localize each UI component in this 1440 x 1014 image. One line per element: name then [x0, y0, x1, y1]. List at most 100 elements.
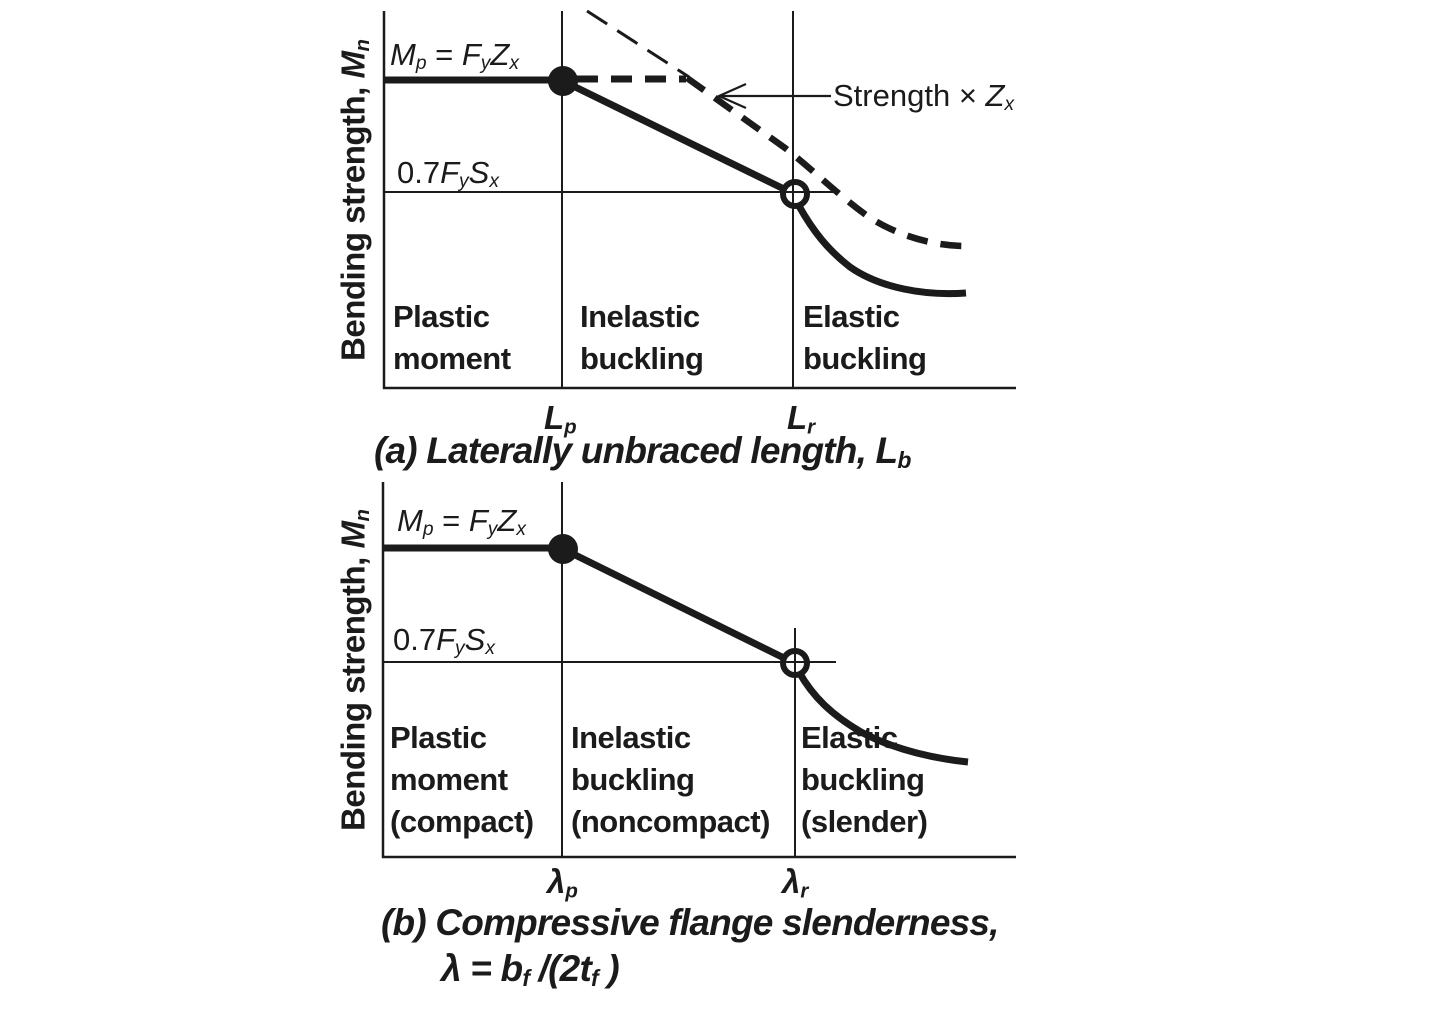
text-part: Bending strength, — [334, 548, 372, 832]
region-line: buckling — [571, 762, 695, 797]
text-part: n — [351, 39, 375, 52]
text-part: x — [485, 638, 495, 660]
text-part: f — [591, 965, 599, 992]
text-part: p — [415, 53, 427, 75]
region-line: moment — [390, 762, 508, 797]
b-y-axis-label-text: Bending strength, Mn — [335, 510, 376, 831]
text-part: x — [489, 171, 499, 193]
region-line: Inelastic — [571, 720, 691, 755]
text-part: p — [565, 879, 578, 903]
b-caption-line2: λ = bf /(2tf ) — [441, 948, 620, 992]
text-part: Strength — [833, 78, 959, 113]
text-part: f — [522, 965, 530, 992]
a-lr-point-marker — [780, 179, 810, 209]
a-x-tick-lp: Lp — [544, 399, 577, 439]
text-part: S — [468, 155, 490, 190]
text-part: p — [422, 519, 434, 541]
a-07fysx-formula-label: 0.7FySx — [397, 155, 499, 193]
text-part: y — [459, 171, 469, 193]
region-line: buckling — [580, 341, 704, 376]
a-caption: (a) Laterally unbraced length, Lb — [374, 430, 911, 474]
region-line: Inelastic — [580, 299, 700, 334]
a-dashed-strength-curve — [685, 75, 972, 250]
region-line: buckling — [803, 341, 927, 376]
b-x-tick-lambda-p: λp — [547, 863, 578, 903]
text-part: y — [487, 519, 498, 541]
a-solid-inelastic-segment — [561, 77, 786, 193]
text-part: 0.7 — [397, 155, 441, 190]
region-line: Plastic — [393, 299, 490, 334]
text-part: n — [351, 509, 375, 522]
text-part: p — [564, 415, 577, 439]
text-part: r — [807, 415, 816, 439]
region-line: moment — [393, 341, 511, 376]
text-part: y — [480, 53, 491, 75]
text-part: M — [334, 51, 372, 79]
text-part: Z — [985, 78, 1005, 113]
b-region-inelastic-buckling-noncompact: Inelastic buckling (noncompact) — [571, 717, 770, 843]
text-part: x — [509, 53, 519, 75]
a-region-elastic-buckling: Elastic buckling — [803, 296, 927, 380]
text-part: L — [875, 430, 899, 471]
a-y-axis-label-text: Bending strength, Mn — [335, 39, 376, 360]
text-part: = — [426, 37, 462, 72]
text-part: x — [1004, 94, 1015, 116]
text-part: F — [440, 155, 460, 190]
a-solid-elastic-curve — [795, 204, 967, 298]
text-part: (a) Laterally unbraced length, — [374, 430, 876, 471]
text-part: 0.7 — [393, 622, 437, 657]
text-part: S — [464, 622, 486, 657]
region-line: (slender) — [801, 804, 928, 839]
text-part: λ — [782, 863, 801, 900]
a-x-tick-lr: Lr — [787, 399, 816, 439]
text-part: = — [433, 503, 469, 538]
a-lp-point-marker — [548, 66, 578, 96]
text-part: Z — [490, 37, 510, 72]
region-line: Plastic — [390, 720, 487, 755]
region-line: (noncompact) — [571, 804, 770, 839]
text-part: t — [579, 948, 591, 989]
a-y-axis-label: Bending strength, Mn — [333, 11, 377, 389]
a-mp-formula-label: Mp = FyZx — [390, 37, 519, 75]
a-region-plastic-moment: Plastic moment — [393, 296, 511, 380]
text-part: F — [436, 622, 456, 657]
b-07fysx-formula-label: 0.7FySx — [393, 622, 495, 660]
b-y-axis-label: Bending strength, Mn — [333, 483, 377, 858]
text-part: x — [516, 519, 526, 541]
b-lambda-r-point-marker — [780, 648, 810, 678]
text-part: /(2 — [529, 948, 581, 989]
a-strength-zx-annotation: Strength × Zx — [833, 78, 1015, 116]
b-caption-line1: (b) Compressive flange slenderness, — [381, 902, 999, 943]
text-part: Z — [497, 503, 517, 538]
region-line: buckling — [801, 762, 925, 797]
region-line: Elastic — [803, 299, 900, 334]
text-part: M — [397, 503, 423, 538]
text-part: F — [468, 503, 488, 538]
text-part: M — [334, 521, 372, 549]
a-region-inelastic-buckling: Inelastic buckling — [580, 296, 704, 380]
region-line: (compact) — [390, 804, 534, 839]
b-solid-inelastic-segment — [561, 545, 786, 662]
text-part: y — [455, 638, 465, 660]
text-part: Bending strength, — [334, 78, 372, 361]
b-mp-formula-label: Mp = FyZx — [397, 503, 526, 541]
text-part: b — [897, 447, 911, 474]
text-part: λ = b — [441, 948, 523, 989]
text-part: F — [461, 37, 481, 72]
text-part: ) — [597, 948, 619, 989]
region-line: Elastic — [801, 720, 898, 755]
a-annotation-arrowhead — [716, 82, 747, 110]
b-x-tick-lambda-r: λr — [782, 863, 809, 903]
text-part: λ — [547, 863, 566, 900]
b-region-elastic-buckling-slender: Elastic buckling (slender) — [801, 717, 928, 843]
text-part: M — [390, 37, 416, 72]
text-part: × — [958, 78, 986, 113]
text-part: L — [544, 399, 565, 436]
b-solid-elastic-curve — [795, 670, 969, 766]
text-part: L — [787, 399, 808, 436]
text-part: r — [800, 879, 809, 903]
b-region-plastic-moment-compact: Plastic moment (compact) — [390, 717, 534, 843]
b-lambda-p-point-marker — [548, 534, 578, 564]
